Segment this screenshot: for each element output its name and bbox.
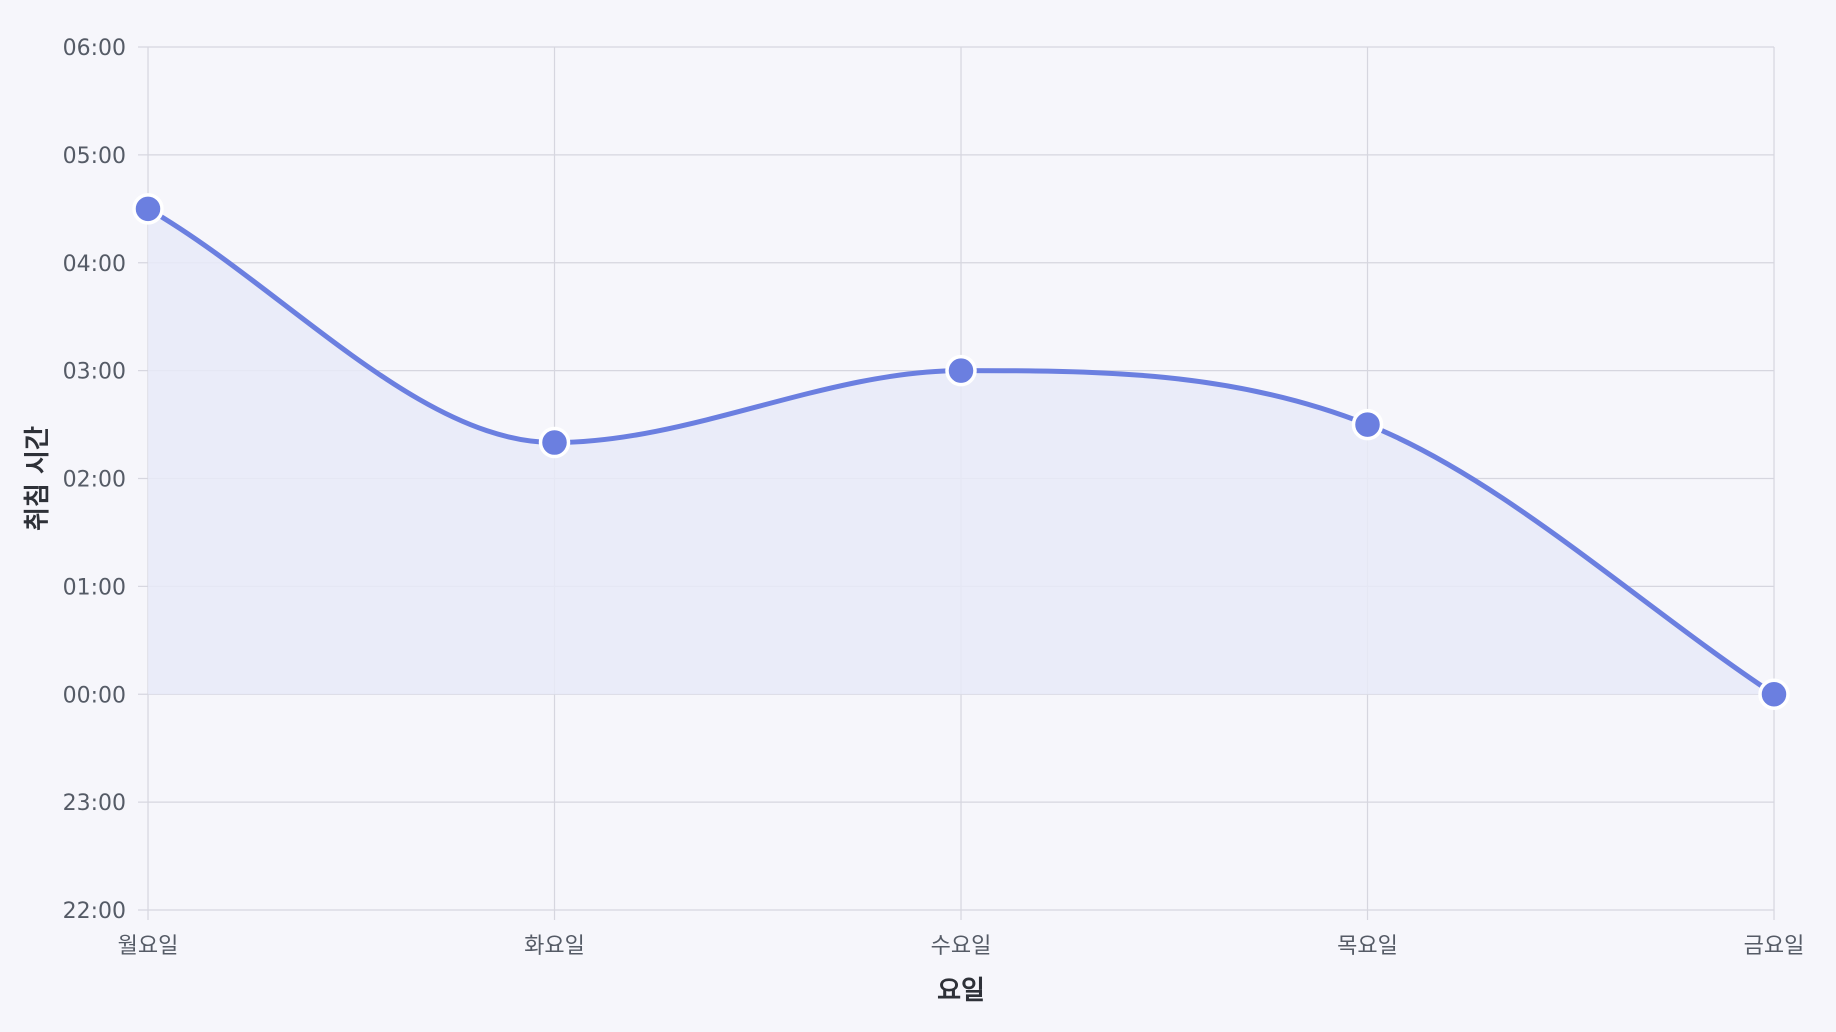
y-tick-label: 05:00 (63, 144, 126, 169)
data-point-1[interactable] (132, 193, 164, 225)
y-axis-ticks: 22:00 23:00 00:00 01:00 02:00 03:00 04:00 05:00… (63, 36, 126, 924)
y-tick-label: 04:00 (63, 252, 126, 277)
y-tick-label: 02:00 (63, 468, 126, 493)
data-point-5[interactable] (1758, 678, 1790, 710)
y-tick-label: 22:00 (63, 899, 126, 924)
y-tick-label: 03:00 (63, 360, 126, 385)
data-point-4[interactable] (1351, 408, 1384, 441)
y-tick-label: 01:00 (63, 575, 126, 600)
x-tick-label: 월요일 (118, 934, 179, 959)
data-points (132, 193, 1790, 710)
x-tick-label: 수요일 (931, 934, 992, 959)
y-axis-title: 취침 시간 (23, 426, 53, 531)
data-point-3[interactable] (945, 354, 977, 387)
y-tick-label: 23:00 (63, 791, 126, 816)
x-tick-label: 목요일 (1337, 934, 1398, 959)
x-tick-label: 화요일 (524, 934, 585, 959)
data-point-2[interactable] (538, 426, 571, 459)
y-tick-label: 00:00 (63, 683, 126, 708)
x-tick-label: 금요일 (1744, 934, 1805, 959)
y-tick-label: 06:00 (63, 36, 126, 61)
x-axis-title: 요일 (937, 976, 985, 1006)
x-axis-ticks: 월요일 화요일 수요일 목요일 금요일 (118, 934, 1805, 959)
area-fill (148, 208, 1774, 695)
